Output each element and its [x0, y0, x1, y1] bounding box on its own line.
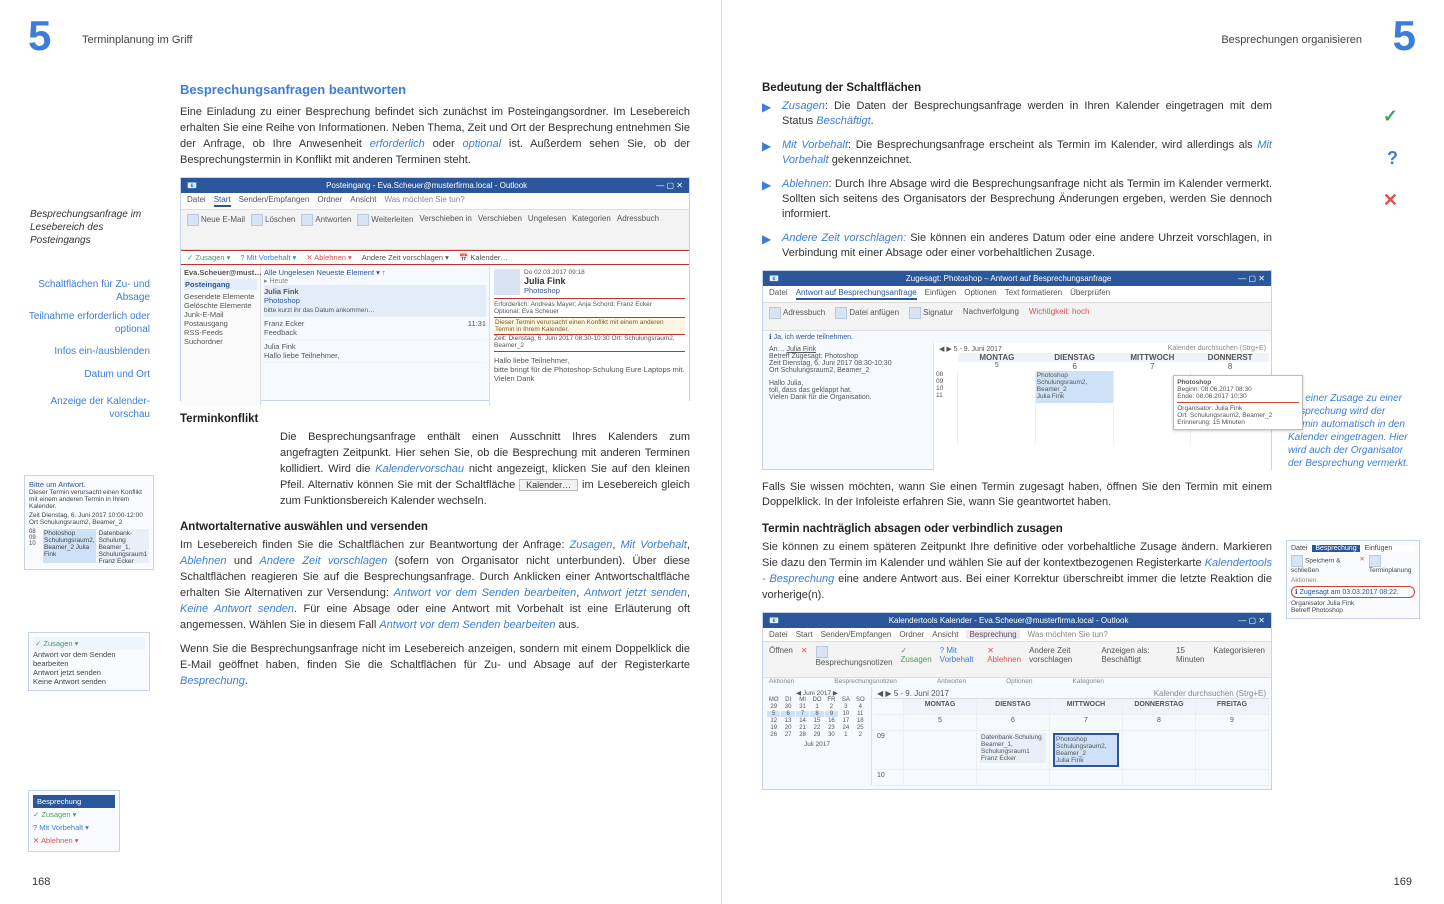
running-head-r: Besprechungen organisieren [1221, 34, 1362, 46]
outlook-preview: Do 02.03.2017 09:18 Julia Fink Photoshop… [489, 265, 689, 405]
page-left: 5 Terminplanung im Griff 168 Besprechung… [0, 0, 722, 904]
page-right: 5 Besprechungen organisieren 169 ✓ ? ✕ B… [722, 0, 1444, 904]
para-when-accepted: Falls Sie wissen möchten, wann Sie einen… [762, 480, 1272, 512]
response-mini-calendar: ◀ ▶ 5 - 9. Juni 2017 Kalender durchsuche… [933, 343, 1271, 471]
outlook-msglist: Alle Ungelesen Neueste Element ▾ ↑ ▸ Heu… [261, 265, 489, 405]
mini-month: ◀ Juni 2017 ▶ MODIMIDOFRSASO 2930311234 … [763, 687, 871, 785]
outlook-nav: Eva.Scheuer@must… Posteingang Gesendete … [181, 265, 261, 405]
tab-ablehnen[interactable]: ✕ Ablehnen ▾ [33, 834, 115, 847]
outlook-ribbon: Neue E-Mail Löschen Antworten Weiterleit… [181, 210, 689, 250]
week-view: ◀ ▶ 5 - 9. Juni 2017 Kalender durchsuche… [871, 687, 1271, 785]
event-tooltip: Photoshop Beginn: 08.06.2017 08:30 Ende:… [1173, 375, 1303, 430]
check-icon: ✓ [1383, 106, 1398, 127]
btn-kalender-inline[interactable]: Kalender… [519, 479, 578, 491]
heading-button-meaning: Bedeutung der Schaltflächen [762, 82, 1272, 94]
screenshot-response-window: 📧Zugesagt: Photoshop – Antwort auf Bespr… [762, 270, 1272, 470]
reply-opt-3[interactable]: Keine Antwort senden [33, 677, 145, 686]
callout-calendar-preview: Anzeige der Kalender-vorschau [28, 395, 150, 421]
running-head: Terminplanung im Griff [82, 34, 192, 46]
heading-reply: Antwortalternative auswählen und versend… [180, 521, 690, 533]
reply-zusagen-btn[interactable]: ✓ Zusagen ▾ [33, 637, 145, 650]
heading-later-change: Termin nachträglich absagen oder verbind… [762, 523, 1272, 535]
reply-opt-1[interactable]: Antwort vor dem Senden bearbeiten [33, 650, 145, 668]
question-icon: ? [1387, 148, 1398, 169]
tab-besprechung[interactable]: Besprechung [33, 795, 115, 808]
screenshot-meeting-tab: Besprechung ✓ Zusagen ▾ ? Mit Vorbehalt … [28, 790, 120, 852]
callout-datetime: Datum und Ort [28, 368, 150, 381]
heading-conflict: Terminkonflikt [180, 413, 690, 425]
chapter-number: 5 [28, 12, 51, 60]
response-form: An… Julia Fink Betreff Zugesagt: Photosh… [763, 343, 933, 471]
tab-zusagen[interactable]: ✓ Zusagen ▾ [33, 808, 115, 821]
conflict-ort: Ort Schulungsraum2, Beamer_2 [29, 519, 149, 526]
x-icon: ✕ [1383, 190, 1398, 211]
screenshot-calendar-tools: 📧Kalendertools Kalender - Eva.Scheuer@mu… [762, 612, 1272, 790]
callout-required: Teilnahme erforderlich oder optional [28, 310, 150, 336]
callout-info-toggle: Infos ein-/ausblenden [28, 345, 150, 358]
tab-vorbehalt[interactable]: ? Mit Vorbehalt ▾ [33, 821, 115, 834]
bullet-list: ▶Zusagen: Die Daten der Besprechungsanfr… [762, 99, 1272, 262]
outlook-tabs: Datei Start Senden/Empfangen Ordner Ansi… [181, 193, 689, 210]
para-conflict: Die Besprechungsanfrage enthält einen Au… [280, 430, 690, 510]
para-intro: Eine Einladung zu einer Besprechung befi… [180, 105, 690, 169]
conflict-line: Dieser Termin verursacht einen Konflikt … [29, 489, 149, 510]
outlook-actionbar: ✓ Zusagen ▾ ? Mit Vorbehalt ▾ ✕ Ablehnen… [181, 250, 689, 265]
screenshot-info-bar: Datei Besprechung Einfügen Speichern & s… [1286, 540, 1420, 619]
chapter-number-r: 5 [1393, 12, 1416, 60]
reply-opt-2[interactable]: Antwort jetzt senden [33, 668, 145, 677]
para-doubleclick: Wenn Sie die Besprechungsanfrage nicht i… [180, 642, 690, 690]
outlook-titlebar: 📧Posteingang - Eva.Scheuer@musterfirma.l… [181, 178, 689, 193]
content-left: Besprechungsanfragen beantworten Eine Ei… [180, 82, 690, 690]
margin-auto-entry: Bei einer Zusage zu einer Besprechung wi… [1288, 392, 1418, 470]
callout-buttons: Schaltflächen für Zu- und Absage [28, 278, 150, 304]
page-number: 168 [32, 876, 50, 888]
conflict-evt1: Photoshop Schulungsraum2, Beamer_2 Julia… [43, 529, 96, 563]
conflict-title: Bitte um Antwort. [29, 480, 149, 489]
screenshot-conflict: Bitte um Antwort. Dieser Termin verursac… [24, 475, 154, 570]
screenshot-reply-menu: ✓ Zusagen ▾ Antwort vor dem Senden bearb… [28, 632, 150, 691]
para-reply: Im Lesebereich finden Sie die Schaltfläc… [180, 538, 690, 634]
conflict-evt2: Datenbank-Schulung Beamer_1, Schulungsra… [98, 529, 149, 563]
screenshot-outlook-inbox: 📧Posteingang - Eva.Scheuer@musterfirma.l… [180, 177, 690, 401]
page-number-r: 169 [1394, 876, 1412, 888]
para-later-change: Sie können zu einem späteren Zeitpunkt I… [762, 540, 1272, 604]
heading-answer-requests: Besprechungsanfragen beantworten [180, 82, 690, 97]
conflict-zeit: Zeit Dienstag, 6. Juni 2017 10:00-12:00 [29, 512, 149, 519]
content-right: Bedeutung der Schaltflächen ▶Zusagen: Di… [762, 82, 1272, 790]
margin-caption: Besprechungsanfrage im Lesebereich des P… [30, 208, 152, 247]
